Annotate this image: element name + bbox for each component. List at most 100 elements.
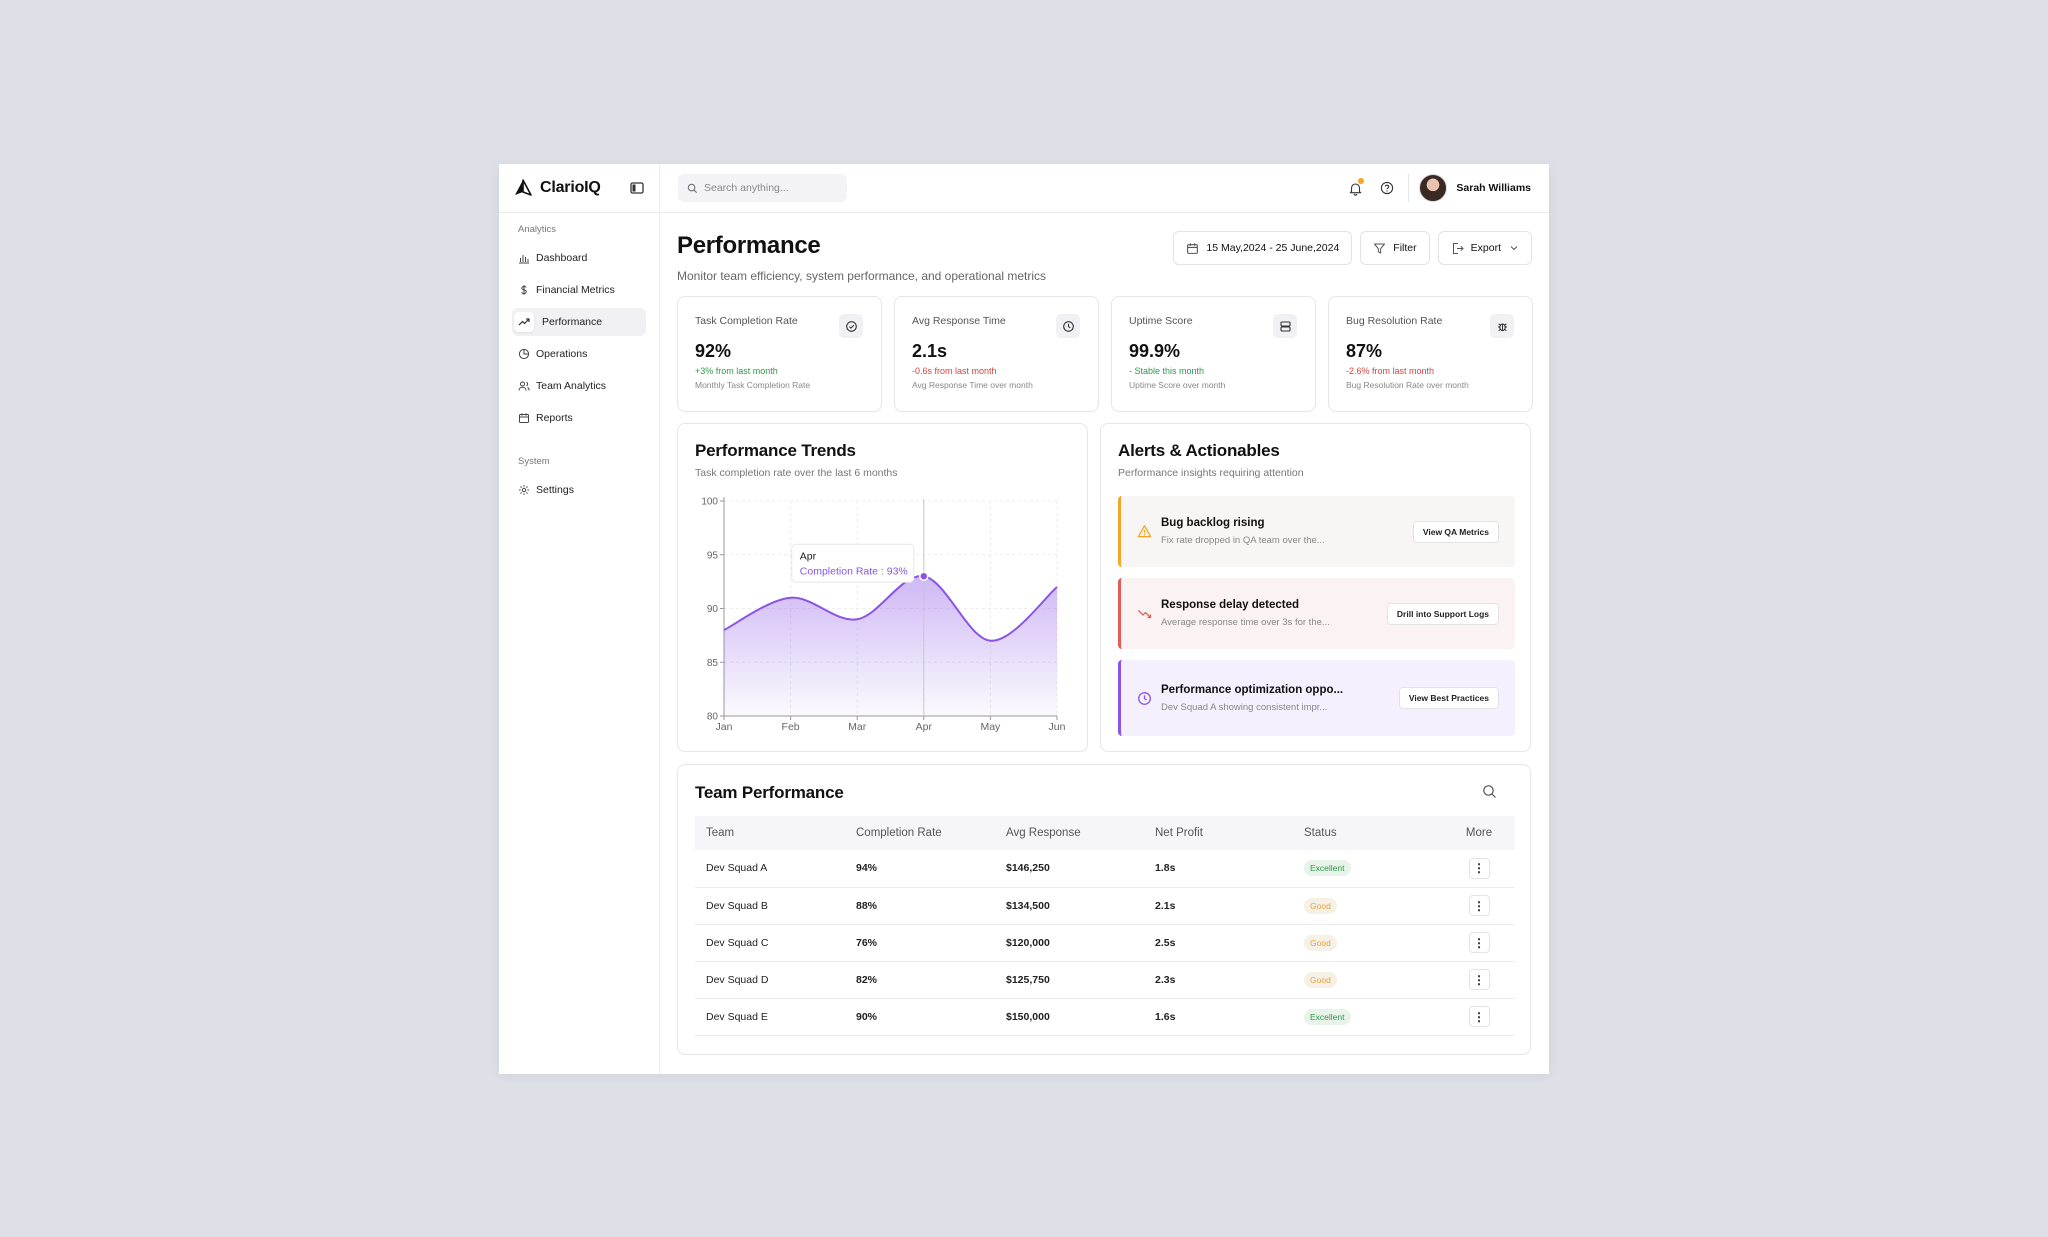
topbar-divider xyxy=(1408,174,1410,202)
cell-status: Excellent xyxy=(1293,850,1443,888)
brand-logo-icon xyxy=(515,179,532,196)
tooltip-month: Apr xyxy=(800,550,817,562)
performance-trends-chart: 80 85 90 95 100 Jan Feb Mar Apr May Jun Apr Completi… xyxy=(701,497,1066,734)
app-window: ClarioIQ Analytics Dashboard Financial M… xyxy=(499,164,1549,1074)
date-range-button[interactable]: 15 May,2024 - 25 June,2024 xyxy=(1173,231,1353,265)
sidebar-item-financial-metrics[interactable]: Financial Metrics xyxy=(512,276,646,304)
y-tick-label: 100 xyxy=(701,497,718,508)
calendar-icon xyxy=(1187,242,1199,254)
more-options-button[interactable]: ⋮ xyxy=(1468,857,1490,879)
cell-completion: 82% xyxy=(845,961,995,999)
sidebar-item-reports[interactable]: Reports xyxy=(512,404,646,432)
series-line-completion-rate xyxy=(723,575,1058,642)
search-icon[interactable] xyxy=(1482,784,1497,799)
sidebar-item-performance[interactable]: Performance xyxy=(512,308,646,336)
sidebar: ClarioIQ Analytics Dashboard Financial M… xyxy=(499,164,660,1074)
cell-more: ⋮ xyxy=(1443,998,1515,1036)
column-header-status[interactable]: Status xyxy=(1304,827,1337,839)
sidebar-item-label: Financial Metrics xyxy=(536,284,615,296)
trending-down-icon xyxy=(1138,610,1152,619)
column-header-team[interactable]: Team xyxy=(706,827,735,839)
page-header: Performance Monitor team efficiency, sys… xyxy=(677,232,1046,283)
series-area-completion-rate xyxy=(724,576,1057,716)
user-menu[interactable]: Sarah Williams xyxy=(1419,174,1531,202)
dollar-icon xyxy=(521,285,527,295)
view-qa-metrics-button[interactable]: View QA Metrics xyxy=(1412,520,1499,543)
column-header-avg-response[interactable]: Avg Response xyxy=(1006,827,1081,839)
performance-trends-card: 80 85 90 95 100 Jan Feb Mar Apr May Jun Apr Completi… xyxy=(677,423,1088,752)
kpi-change: - Stable this month xyxy=(1129,366,1205,376)
table-row: Dev Squad A 94% $146,250 1.8s Excellent … xyxy=(695,850,1515,888)
sidebar-item-settings[interactable]: Settings xyxy=(512,476,646,504)
drill-into-support-logs-button[interactable]: Drill into Support Logs xyxy=(1386,602,1499,625)
table-row: Dev Squad B 88% $134,500 2.1s Good ⋮ xyxy=(695,887,1515,925)
filter-label: Filter xyxy=(1393,242,1417,254)
status-badge: Good xyxy=(1304,934,1337,951)
cell-avg-response: $150,000 xyxy=(995,998,1144,1036)
sidebar-item-team-analytics[interactable]: Team Analytics xyxy=(512,372,646,400)
kpi-title: Avg Response Time xyxy=(912,315,1006,327)
card-header: Alerts & Actionables Performance insight… xyxy=(1118,441,1304,479)
bug-icon xyxy=(1490,314,1514,338)
chevron-down-icon xyxy=(1510,246,1518,251)
kpi-value: 87% xyxy=(1346,341,1383,361)
card-header: Team Performance xyxy=(695,783,844,803)
cell-net-profit: 2.5s xyxy=(1144,924,1293,962)
filter-button[interactable]: Filter xyxy=(1360,231,1430,265)
x-tick-label: Jun xyxy=(1049,721,1066,733)
notifications-button[interactable] xyxy=(1346,178,1365,197)
alert-title: Performance optimization oppo... xyxy=(1161,683,1344,696)
main-content: Sarah Williams Performance Monitor team … xyxy=(660,164,1549,1074)
gear-icon xyxy=(519,485,529,495)
search-box[interactable] xyxy=(678,174,847,202)
notification-dot xyxy=(1358,178,1365,184)
column-header-net-profit[interactable]: Net Profit xyxy=(1155,827,1203,839)
team-performance-card: Team Performance Team Completion Rate Av… xyxy=(677,764,1531,1055)
sidebar-toggle-icon[interactable] xyxy=(629,180,645,196)
export-button[interactable]: Export xyxy=(1437,231,1532,265)
alert-text: Response delay detected Average response… xyxy=(1161,599,1330,628)
avatar xyxy=(1419,174,1448,202)
more-options-button[interactable]: ⋮ xyxy=(1468,1006,1490,1027)
cell-net-profit: 1.8s xyxy=(1144,850,1293,888)
kpi-card-task-completion: Task Completion Rate 92% +3% from last m… xyxy=(677,296,882,412)
cell-completion: 76% xyxy=(845,924,995,962)
alerts-card: Alerts & Actionables Performance insight… xyxy=(1100,423,1531,752)
user-name: Sarah Williams xyxy=(1456,182,1531,194)
cell-completion: 88% xyxy=(845,887,995,925)
status-badge: Good xyxy=(1304,971,1337,988)
sidebar-item-label: Performance xyxy=(542,316,603,328)
y-tick-label: 90 xyxy=(707,604,719,615)
x-tick-label: May xyxy=(980,721,1001,733)
help-button[interactable] xyxy=(1378,179,1396,197)
sidebar-item-dashboard[interactable]: Dashboard xyxy=(512,244,646,272)
alert-item-optimization: Performance optimization oppo... Dev Squ… xyxy=(1118,660,1515,736)
alert-description: Fix rate dropped in QA team over the... xyxy=(1161,535,1325,546)
cell-status: Good xyxy=(1293,924,1443,962)
y-tick-label: 80 xyxy=(707,712,719,723)
more-options-button[interactable]: ⋮ xyxy=(1468,969,1490,990)
card-title: Performance Trends xyxy=(695,441,856,460)
team-performance-table: Team Completion Rate Avg Response Net Pr… xyxy=(695,816,1515,1036)
y-tick-label: 95 xyxy=(707,550,719,561)
column-header-completion-rate[interactable]: Completion Rate xyxy=(856,827,942,839)
kpi-value: 2.1s xyxy=(912,341,948,361)
table-header-row: Team Completion Rate Avg Response Net Pr… xyxy=(695,816,1515,850)
sidebar-item-operations[interactable]: Operations xyxy=(512,340,646,368)
kpi-note: Monthly Task Completion Rate xyxy=(695,380,811,390)
kpi-card-bug-resolution: Bug Resolution Rate 87% -2.6% from last … xyxy=(1328,296,1533,412)
cell-more: ⋮ xyxy=(1443,887,1515,925)
table-row: Dev Squad C 76% $120,000 2.5s Good ⋮ xyxy=(695,924,1515,962)
more-options-button[interactable]: ⋮ xyxy=(1468,895,1490,916)
cell-completion: 94% xyxy=(845,850,995,888)
status-badge: Good xyxy=(1304,897,1337,914)
nav-icon-box xyxy=(514,312,534,332)
view-best-practices-button[interactable]: View Best Practices xyxy=(1398,687,1499,709)
cell-net-profit: 2.3s xyxy=(1144,961,1293,999)
search-input[interactable] xyxy=(704,182,834,194)
x-tick-label: Apr xyxy=(916,721,933,733)
more-options-button[interactable]: ⋮ xyxy=(1468,932,1490,953)
chart-tooltip xyxy=(791,543,915,583)
cell-team: Dev Squad E xyxy=(695,998,845,1036)
search-icon xyxy=(687,183,697,193)
